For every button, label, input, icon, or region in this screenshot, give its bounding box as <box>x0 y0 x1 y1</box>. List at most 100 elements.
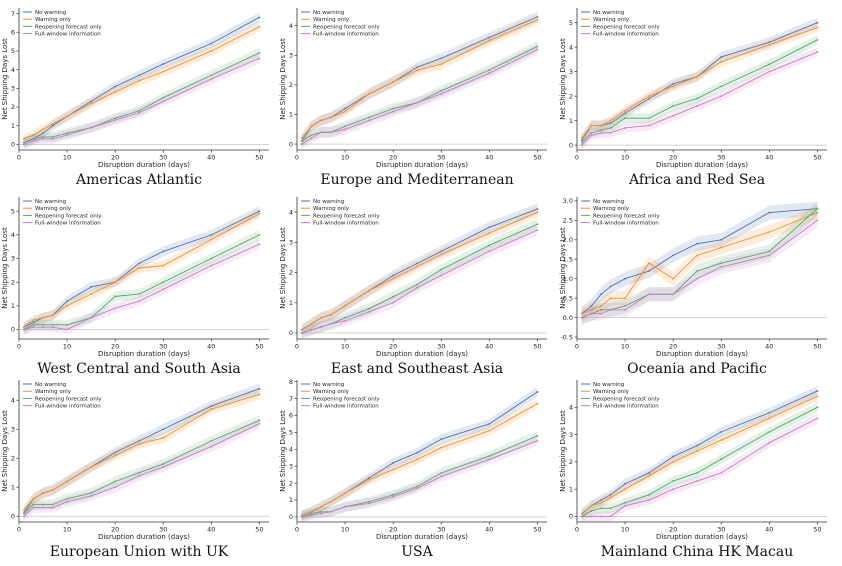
y-tick-label: 4 <box>11 66 15 74</box>
data-point <box>488 250 491 253</box>
data-point <box>392 494 395 496</box>
data-point <box>114 486 117 489</box>
data-point <box>720 439 723 441</box>
data-point <box>590 308 593 311</box>
legend-entry: Warning only <box>593 206 630 212</box>
y-tick-label: 0 <box>11 512 15 520</box>
x-tick-label: 30 <box>159 343 167 351</box>
x-tick-label: 10 <box>341 526 349 534</box>
data-point <box>648 471 651 474</box>
data-point <box>590 134 593 137</box>
data-point <box>300 332 303 334</box>
series-band-4 <box>23 239 260 335</box>
x-tick-label: 20 <box>389 154 397 162</box>
data-point <box>210 405 213 407</box>
panel-8: 0 1 2 3 4 5 6 7 8 0 10 20 30 40 50 Disruption duration … <box>279 378 547 560</box>
data-point <box>440 57 443 60</box>
data-point <box>32 326 35 329</box>
data-point <box>624 504 626 507</box>
data-point <box>816 207 819 210</box>
data-point <box>368 116 371 119</box>
panel-title: East and Southeast Asia <box>331 361 503 377</box>
y-tick-label: 0 <box>11 141 15 149</box>
panel-title: Europe and Mediterranean <box>320 172 513 188</box>
series-band-2 <box>581 22 818 143</box>
y-tick-label: 0 <box>289 513 293 521</box>
y-tick-label: 5 <box>11 47 15 55</box>
x-tick-label: 10 <box>63 343 71 351</box>
data-point <box>536 15 539 18</box>
panel-title: Oceania and Pacific <box>627 361 767 377</box>
y-tick-label: 2 <box>289 81 293 89</box>
data-point <box>536 48 539 51</box>
x-tick-label: 0 <box>575 154 579 162</box>
data-point <box>536 402 539 405</box>
panel-title: Americas Atlantic <box>75 172 202 188</box>
data-point <box>114 85 117 88</box>
data-point <box>310 514 313 517</box>
series-band-1 <box>581 385 818 519</box>
data-point <box>162 264 165 267</box>
series-band-4 <box>581 47 818 151</box>
data-point <box>300 140 303 143</box>
data-point <box>344 125 346 128</box>
data-point <box>258 419 261 422</box>
data-point <box>392 81 395 83</box>
data-point <box>90 293 93 295</box>
data-point <box>488 226 491 229</box>
data-point <box>320 510 322 513</box>
y-tick-label: 1 <box>289 496 293 504</box>
data-point <box>42 323 44 326</box>
data-point <box>90 316 93 319</box>
series-band-1 <box>581 17 818 146</box>
data-point <box>329 131 332 134</box>
x-axis-label: Disruption duration (days) <box>98 161 190 169</box>
x-tick-label: 10 <box>621 343 629 351</box>
x-tick-label: 10 <box>341 154 349 162</box>
data-point <box>488 455 491 457</box>
data-point <box>440 89 443 92</box>
data-point <box>488 232 491 235</box>
y-tick-label: 3 <box>289 462 293 470</box>
data-point <box>580 136 583 139</box>
x-tick-label: 0 <box>575 526 579 534</box>
panel-title: West Central and South Asia <box>37 361 240 377</box>
panel-title: USA <box>401 544 433 560</box>
y-tick-label: 2 <box>569 458 573 466</box>
data-point <box>22 328 25 331</box>
data-point <box>329 322 332 325</box>
legend-entry: No warning <box>313 382 344 388</box>
data-point <box>258 393 261 396</box>
series-band-1 <box>301 386 538 521</box>
data-point <box>609 131 612 134</box>
data-point <box>440 446 443 449</box>
data-point <box>138 300 141 303</box>
data-point <box>368 500 371 503</box>
legend-entry: Warning only <box>313 17 350 23</box>
data-point <box>114 295 117 298</box>
data-point <box>51 326 54 329</box>
data-point <box>258 422 261 425</box>
legend-entry: Full-window information <box>35 32 101 38</box>
data-point <box>609 297 612 300</box>
y-tick-label: 2 <box>11 454 15 462</box>
data-point <box>138 74 141 77</box>
data-point <box>210 74 213 77</box>
x-tick-label: 0 <box>295 526 299 534</box>
y-tick-label: 6 <box>289 412 293 420</box>
series-band-3 <box>301 218 538 339</box>
legend-entry: No warning <box>313 10 344 16</box>
data-point <box>816 38 819 41</box>
x-tick-label: 50 <box>813 154 821 162</box>
data-point <box>344 304 346 307</box>
x-tick-label: 20 <box>389 526 397 534</box>
x-tick-label: 30 <box>159 154 167 162</box>
data-point <box>320 316 322 319</box>
data-point <box>720 238 723 241</box>
y-tick-label: 0 <box>11 326 15 334</box>
y-axis-label: Net Shipping Days Lost <box>279 410 287 492</box>
data-point <box>600 293 602 296</box>
data-point <box>51 124 54 127</box>
data-point <box>392 107 395 110</box>
